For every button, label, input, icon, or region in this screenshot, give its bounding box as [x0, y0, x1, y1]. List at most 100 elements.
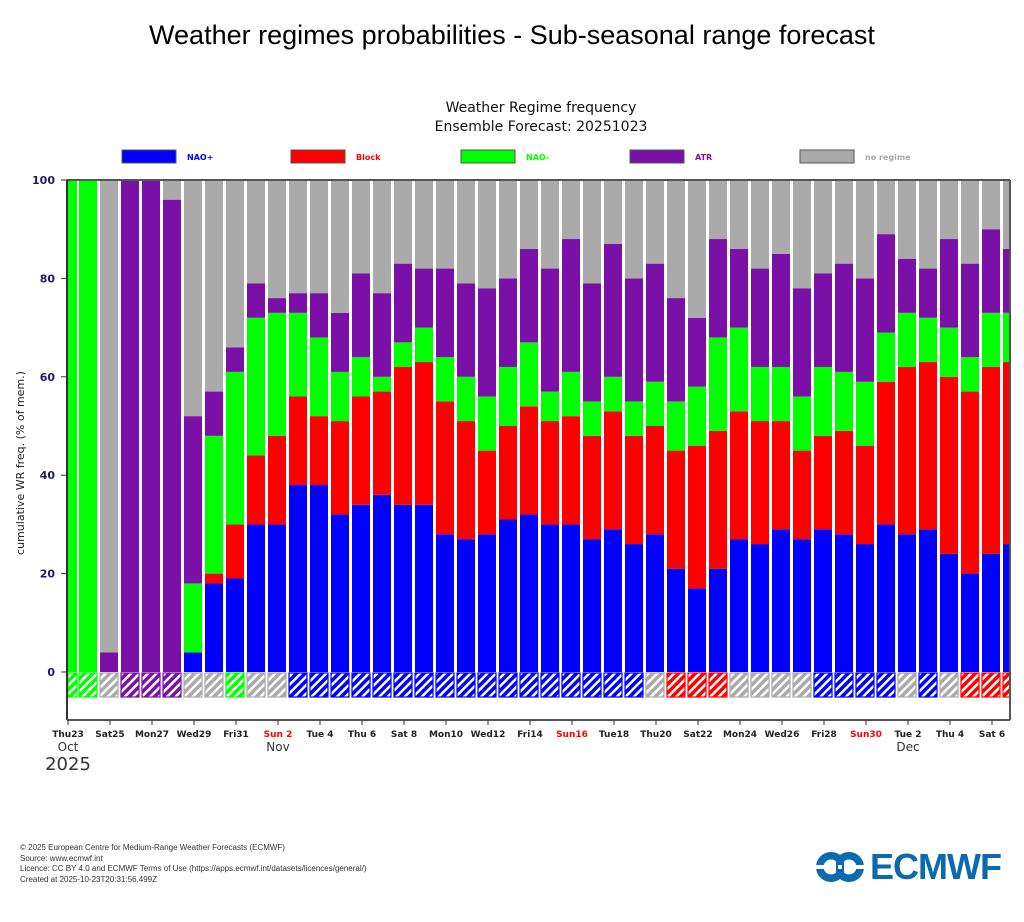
- x-tick-label: Fri31: [223, 730, 249, 740]
- bar-segment-atr: [436, 268, 454, 358]
- bar-segment-block: [541, 421, 559, 525]
- footer: © 2025 European Centre for Medium-Range …: [20, 843, 367, 885]
- bar-segment-block: [310, 416, 328, 486]
- bar-segment-no-regime: [814, 180, 832, 274]
- bar-segment-atr: [457, 283, 475, 377]
- dominant-regime-marker: [393, 672, 413, 698]
- dominant-regime-marker: [708, 672, 728, 698]
- bar-segment-block: [898, 366, 916, 535]
- dominant-regime-marker: [666, 672, 686, 698]
- bar-segment-no-regime: [667, 180, 685, 299]
- bar-segment-nao-: [1003, 544, 1010, 672]
- bar-segment-nao-: [835, 371, 853, 431]
- y-tick-label: 0: [47, 666, 55, 679]
- chart-subtitle: Ensemble Forecast: 20251023: [435, 119, 648, 135]
- dominant-regime-marker: [78, 672, 98, 698]
- bar-segment-block: [268, 435, 286, 525]
- x-tick-label: Tue18: [599, 730, 629, 740]
- bar-segment-nao-: [919, 317, 937, 363]
- bar-segment-no-regime: [520, 180, 538, 249]
- bar-segment-block: [709, 430, 727, 569]
- bar-segment-atr: [163, 199, 181, 672]
- bar-segment-atr: [667, 298, 685, 402]
- bar-segment-nao-: [877, 332, 895, 382]
- bar-segment-atr: [793, 288, 811, 397]
- bar-segment-block: [247, 455, 265, 525]
- x-tick-label: Tue 2: [894, 730, 921, 740]
- bar-segment-block: [331, 421, 349, 515]
- dominant-regime-marker: [67, 672, 78, 698]
- y-tick-label: 60: [40, 371, 56, 384]
- bar-segment-block: [289, 396, 307, 486]
- y-tick-label: 20: [40, 568, 56, 581]
- bar-segment-block: [772, 421, 790, 530]
- dominant-regime-marker: [960, 672, 980, 698]
- bar-segment-no-regime: [730, 180, 748, 249]
- x-tick-label: Sun16: [556, 730, 588, 740]
- bar-segment-nao-: [1003, 312, 1010, 363]
- bar-segment-nao-: [961, 357, 979, 392]
- bar-segment-nao-: [520, 342, 538, 407]
- bar-segment-block: [415, 362, 433, 505]
- bar-segment-nao-: [772, 366, 790, 422]
- bar-segment-block: [814, 435, 832, 530]
- bar-segment-nao-: [604, 376, 622, 412]
- dominant-regime-marker: [855, 672, 875, 698]
- bar-segment-nao-: [226, 371, 244, 525]
- bar-segment-nao-: [541, 524, 559, 672]
- dominant-regime-marker: [414, 672, 434, 698]
- bar-segment-nao-: [268, 312, 286, 436]
- bar-segment-no-regime: [583, 180, 601, 284]
- bar-segment-atr: [373, 293, 391, 377]
- legend-label: NAO-: [526, 153, 549, 162]
- dominant-regime-marker: [939, 672, 959, 698]
- logo-text: ECMWF: [870, 846, 1002, 887]
- bar-segment-atr: [184, 416, 202, 584]
- x-tick-label: Wed12: [471, 730, 506, 740]
- bar-segment-nao-: [856, 381, 874, 446]
- bar-segment-nao-: [751, 366, 769, 422]
- bar-segment-no-regime: [205, 180, 223, 392]
- bar-segment-nao-: [688, 588, 706, 672]
- bar-segment-atr: [268, 298, 286, 313]
- bar-segment-atr: [1003, 248, 1010, 313]
- bar-segment-nao-: [562, 524, 580, 672]
- legend-label: ATR: [695, 153, 712, 162]
- bar-segment-no-regime: [163, 180, 181, 200]
- x-tick-label: Thu 4: [936, 730, 964, 740]
- x-tick-label: Mon27: [135, 730, 169, 740]
- bar-segment-atr: [142, 180, 160, 672]
- dominant-regime-marker: [771, 672, 791, 698]
- bar-segment-block: [877, 381, 895, 525]
- dominant-regime-marker: [750, 672, 770, 698]
- bar-segment-atr: [205, 391, 223, 436]
- bar-segment-nao-: [982, 312, 1000, 367]
- x-tick-label: Sat 8: [391, 730, 417, 740]
- bar-segment-block: [1003, 362, 1010, 545]
- dominant-regime-marker: [351, 672, 371, 698]
- bar-segment-block: [394, 366, 412, 505]
- bar-segment-nao-: [583, 401, 601, 436]
- bar-segment-atr: [940, 239, 958, 328]
- bar-segment-block: [940, 376, 958, 554]
- copyright-text: © 2025 European Centre for Medium-Range …: [20, 843, 285, 852]
- page-title: Weather regimes probabilities - Sub-seas…: [149, 20, 875, 50]
- bar-segment-block: [583, 435, 601, 540]
- legend-swatch-nao-: [121, 149, 177, 164]
- y-tick-label: 100: [32, 174, 55, 187]
- bar-segment-block: [751, 421, 769, 545]
- dominant-regime-marker: [792, 672, 812, 698]
- bar-segment-atr: [121, 180, 139, 672]
- bar-segment-nao-: [961, 573, 979, 672]
- bar-segment-nao-: [562, 371, 580, 417]
- x-tick-label: Tue 4: [306, 730, 333, 740]
- dominant-regime-marker: [624, 672, 644, 698]
- dominant-regime-marker: [225, 672, 245, 698]
- bar-segment-no-regime: [352, 180, 370, 274]
- bar-segment-nao-: [919, 529, 937, 672]
- bar-segment-no-regime: [856, 180, 874, 279]
- bar-segment-block: [982, 366, 1000, 554]
- legend-label: Block: [356, 153, 381, 162]
- dominant-regime-marker: [834, 672, 854, 698]
- x-tick-label: Wed29: [177, 730, 212, 740]
